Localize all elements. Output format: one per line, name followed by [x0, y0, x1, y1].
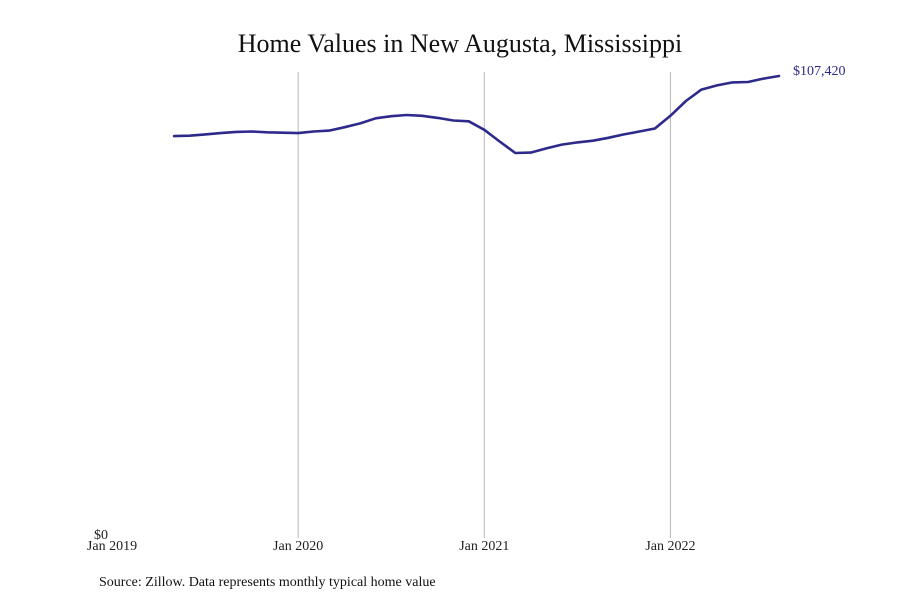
data-point	[297, 132, 299, 134]
data-point	[623, 133, 625, 135]
data-point	[437, 117, 439, 119]
x-tick-label: Jan 2020	[273, 539, 323, 554]
data-point	[778, 75, 780, 77]
data-point	[763, 78, 765, 80]
data-point	[313, 131, 315, 133]
y-tick-label: $0	[94, 528, 108, 543]
data-point	[700, 89, 702, 91]
data-point	[499, 141, 501, 143]
data-point	[251, 131, 253, 133]
series-layer	[172, 74, 781, 155]
x-axis-tick-labels: Jan 2019 Jan 2020 Jan 2021 Jan 2022	[87, 539, 696, 554]
data-point	[592, 140, 594, 142]
data-point	[452, 120, 454, 122]
data-point	[344, 126, 346, 128]
data-point	[282, 132, 284, 134]
data-point	[359, 122, 361, 124]
data-point	[468, 120, 470, 122]
gridlines	[297, 72, 671, 538]
x-tick-label: Jan 2019	[87, 539, 137, 554]
data-point	[483, 129, 485, 131]
data-point	[390, 115, 392, 117]
x-tick-label: Jan 2022	[645, 539, 695, 554]
data-point	[716, 84, 718, 86]
data-point	[220, 132, 222, 134]
data-point	[638, 131, 640, 133]
data-point	[747, 81, 749, 83]
data-point	[173, 135, 175, 137]
data-point	[406, 114, 408, 116]
end-value-label: $107,420	[793, 64, 846, 79]
data-point	[576, 141, 578, 143]
data-point	[514, 152, 516, 154]
home-value-line	[172, 74, 781, 155]
y-axis-tick-labels: $0	[94, 528, 108, 543]
chart-title: Home Values in New Augusta, Mississippi	[238, 29, 682, 58]
x-tick-label: Jan 2021	[459, 539, 509, 554]
data-point	[685, 100, 687, 102]
data-point	[266, 131, 268, 133]
data-point	[669, 115, 671, 117]
data-point	[375, 117, 377, 119]
source-note: Source: Zillow. Data represents monthly …	[99, 575, 436, 590]
data-point	[235, 131, 237, 133]
data-point	[607, 137, 609, 139]
data-point	[421, 115, 423, 117]
data-point	[654, 128, 656, 130]
data-point	[204, 133, 206, 135]
data-point	[545, 147, 547, 149]
data-point	[189, 135, 191, 137]
data-point	[732, 81, 734, 83]
data-point	[530, 152, 532, 154]
data-point	[328, 130, 330, 132]
data-point	[561, 144, 563, 146]
